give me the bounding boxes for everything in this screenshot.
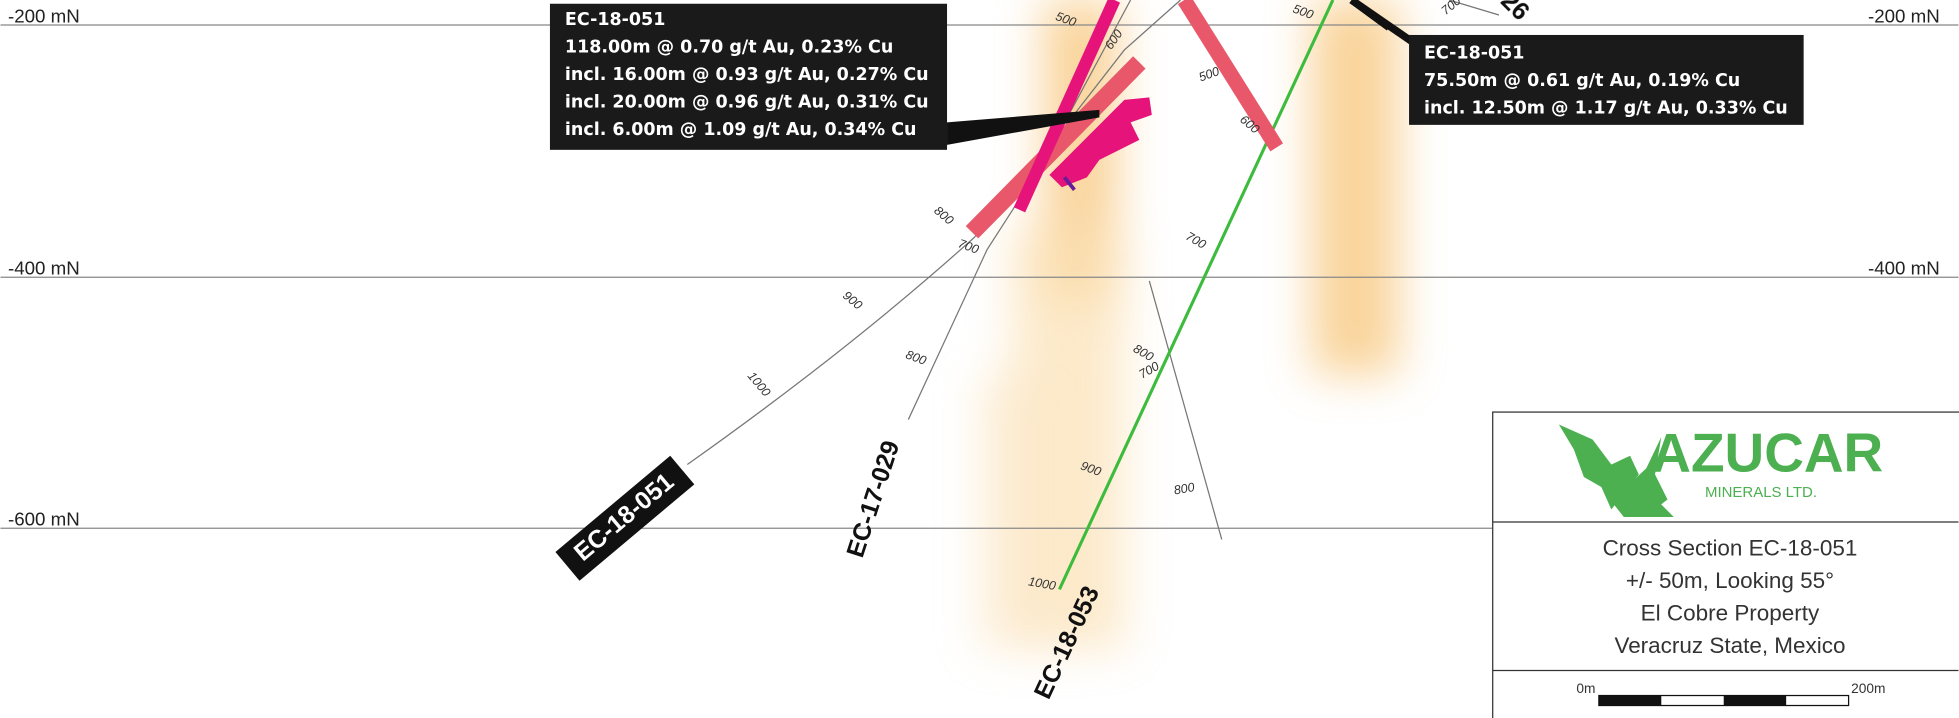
level-label: -600 mN [8, 509, 80, 530]
title-block [1492, 411, 1959, 718]
depth-label: 800 [931, 203, 956, 227]
hole-label: EC-17-029 [841, 437, 905, 560]
scale-end: 200m [1851, 681, 1885, 696]
title-line: Veracruz State, Mexico [1614, 633, 1845, 658]
callout-text: EC-18-051 [1424, 44, 1524, 64]
logo-sub: MINERALS LTD. [1705, 484, 1817, 501]
level-label: -200 mN [1868, 5, 1940, 26]
title-line: El Cobre Property [1641, 600, 1820, 625]
level-label: -400 mN [1868, 258, 1940, 279]
depth-label: 1000 [745, 369, 774, 399]
callout-box [1409, 34, 1804, 125]
callout-text: incl. 20.00m @ 0.96 g/t Au, 0.31% Cu [565, 92, 929, 112]
intercept [965, 56, 1146, 239]
callout-text: incl. 12.50m @ 1.17 g/t Au, 0.33% Cu [1424, 99, 1788, 119]
logo-name: AZUCAR [1651, 422, 1883, 484]
depth-label: 700 [956, 236, 980, 256]
hole-label: EC-18-051 [569, 468, 680, 567]
intercept [1177, 0, 1284, 152]
depth-label: 500 [1291, 2, 1315, 22]
depth-label: 700 [1183, 229, 1208, 252]
callout-box [549, 3, 948, 150]
level-label: -400 mN [8, 258, 80, 279]
drill-trace [1448, 0, 1500, 16]
logo-icon [1558, 424, 1674, 517]
scale-bar [1598, 694, 1850, 707]
mineral-halo [980, 0, 1400, 650]
hole-label: 26 [1495, 0, 1534, 26]
callout-text: EC-18-051 [565, 10, 665, 30]
level-label: -200 mN [8, 5, 80, 26]
depth-label: 800 [1173, 480, 1196, 497]
intercept [1013, 0, 1121, 213]
callout-text: 118.00m @ 0.70 g/t Au, 0.23% Cu [565, 37, 893, 57]
callout-text: incl. 16.00m @ 0.93 g/t Au, 0.27% Cu [565, 65, 929, 85]
depth-label: 800 [904, 348, 928, 368]
callout-text: incl. 6.00m @ 1.09 g/t Au, 0.34% Cu [565, 120, 917, 140]
depth-label: 900 [840, 288, 865, 312]
intercept [1062, 176, 1076, 191]
depth-label: 900 [1079, 459, 1103, 479]
hole-label-box [555, 455, 695, 581]
depth-label: 1000 [1027, 574, 1057, 593]
depth-label: 500 [1054, 9, 1078, 29]
drill-trace [686, 0, 1181, 466]
depth-label: 500 [1197, 64, 1221, 84]
depth-label: 700 [1439, 0, 1464, 18]
title-line: +/- 50m, Looking 55° [1626, 568, 1834, 593]
drill-trace [1058, 0, 1335, 591]
intercept [1049, 97, 1152, 188]
drill-trace [1148, 280, 1223, 540]
scale-start: 0m [1576, 681, 1595, 696]
callout-text: 75.50m @ 0.61 g/t Au, 0.19% Cu [1424, 71, 1740, 91]
title-line: Cross Section EC-18-051 [1603, 535, 1858, 560]
leader [947, 109, 1100, 145]
